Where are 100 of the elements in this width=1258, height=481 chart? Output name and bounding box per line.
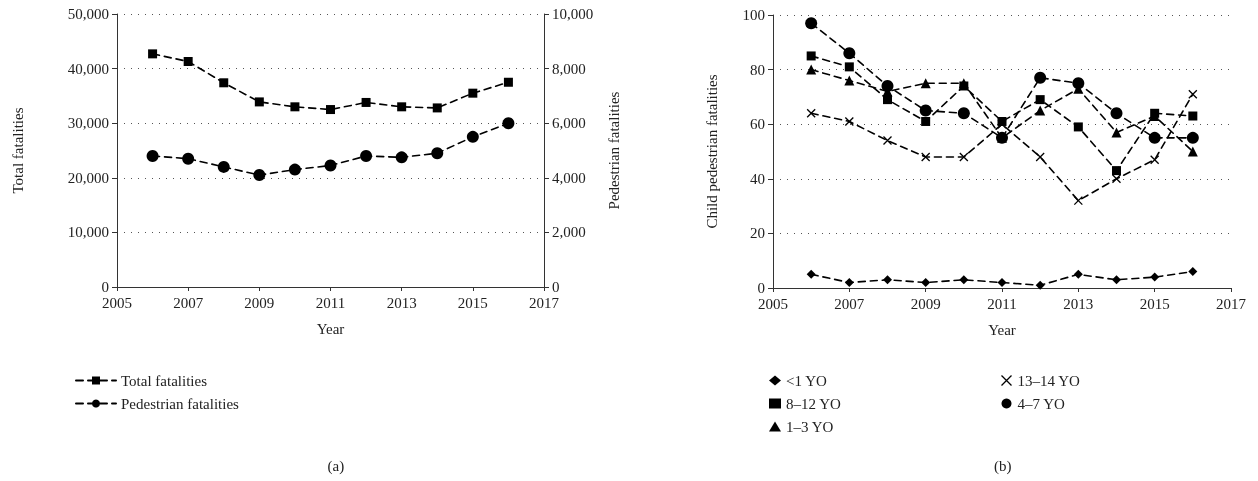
point	[146, 149, 159, 162]
point	[844, 75, 855, 86]
point	[1148, 131, 1161, 144]
point	[1111, 127, 1122, 138]
y-tick-label: 50,000	[67, 6, 109, 22]
point	[148, 49, 158, 59]
x-tick-label: 2015	[1139, 295, 1170, 312]
point	[182, 152, 195, 165]
y-tick-label: 40	[750, 170, 765, 187]
point	[324, 159, 337, 172]
y-tick-label: 20,000	[67, 169, 109, 186]
point	[844, 278, 854, 288]
point	[844, 116, 854, 127]
point	[921, 152, 931, 162]
point	[1150, 272, 1160, 282]
point	[997, 278, 1007, 288]
point	[1034, 71, 1047, 84]
point	[503, 77, 513, 87]
point	[219, 78, 229, 88]
y-tick-label: 40,000	[67, 60, 109, 77]
y-tick-label: 20	[750, 225, 765, 242]
y-axis-title: Total fatalities	[9, 107, 26, 194]
point	[432, 103, 442, 113]
x-tick-label: 2007	[173, 294, 204, 311]
point	[395, 151, 408, 164]
x-tick-label: 2013	[1063, 295, 1094, 312]
legend-label: <1 YO	[786, 372, 827, 389]
y-tick-label: 80	[750, 61, 765, 78]
x-tick-label: 2015	[457, 294, 488, 311]
point	[1186, 131, 1199, 144]
point	[1110, 107, 1123, 120]
point	[806, 51, 816, 61]
point	[466, 130, 479, 143]
legend-label: 4–7 YO	[1017, 395, 1066, 412]
point	[920, 78, 931, 89]
point	[882, 135, 893, 146]
point	[805, 17, 818, 30]
point	[843, 47, 856, 60]
x-tick-label: 2007	[834, 295, 865, 312]
point	[253, 169, 266, 182]
x-tick-label: 2009	[910, 295, 941, 312]
point	[1111, 174, 1122, 184]
point	[1187, 146, 1198, 157]
point	[1035, 280, 1045, 290]
point	[217, 160, 230, 173]
x-tick-label: 2005	[102, 294, 132, 311]
point	[1035, 105, 1046, 116]
point	[397, 102, 407, 112]
point	[1112, 166, 1121, 176]
point	[360, 149, 373, 162]
point	[919, 104, 932, 117]
x-tick-label: 2017	[529, 294, 560, 311]
point	[1188, 111, 1198, 121]
y2-tick-label: 8,000	[552, 60, 586, 77]
point	[254, 97, 264, 107]
point	[883, 95, 892, 105]
x-tick-label: 2009	[244, 294, 275, 311]
legend-label: Pedestrian fatalities	[121, 395, 240, 412]
text: (a)	[327, 457, 345, 475]
x-tick-label: 2013	[386, 294, 417, 311]
legend-label: 1–3 YO	[786, 418, 834, 435]
point	[431, 147, 444, 160]
point	[361, 97, 371, 107]
point	[883, 275, 892, 285]
y-tick-label: 100	[742, 7, 765, 23]
point	[183, 57, 193, 66]
point	[1150, 155, 1160, 165]
point	[288, 163, 301, 176]
y2-tick-label: 10,000	[552, 6, 594, 22]
y2-axis-title: Pedestrian fatalities	[605, 91, 622, 210]
point	[957, 107, 970, 120]
point	[1035, 95, 1045, 105]
legend-label: 8–12 YO	[786, 395, 842, 412]
x-tick-label: 2011	[315, 294, 346, 311]
point	[959, 152, 969, 162]
point	[1188, 89, 1198, 99]
point	[1073, 269, 1083, 279]
y-tick-label: 0	[101, 279, 109, 295]
y-tick-label: 0	[757, 280, 765, 296]
point	[1112, 275, 1121, 285]
point	[468, 88, 478, 98]
point	[921, 278, 931, 288]
text: (b)	[994, 457, 1012, 475]
point	[290, 102, 300, 112]
x-tick-label: 2011	[987, 295, 1017, 312]
y-axis-title: Child pedestrian fatalities	[703, 74, 720, 229]
point	[806, 108, 816, 118]
x-axis-title: Year	[316, 320, 345, 337]
point	[959, 275, 969, 285]
point	[326, 105, 335, 115]
y2-tick-label: 6,000	[552, 115, 586, 132]
x-tick-label: 2017	[1216, 295, 1247, 312]
point	[921, 116, 931, 126]
point	[1073, 122, 1083, 132]
x-tick-label: 2005	[758, 295, 788, 312]
y-tick-label: 10,000	[67, 224, 109, 241]
point	[1188, 267, 1198, 277]
y2-tick-label: 2,000	[552, 224, 586, 241]
point	[806, 269, 816, 279]
point	[844, 62, 854, 72]
